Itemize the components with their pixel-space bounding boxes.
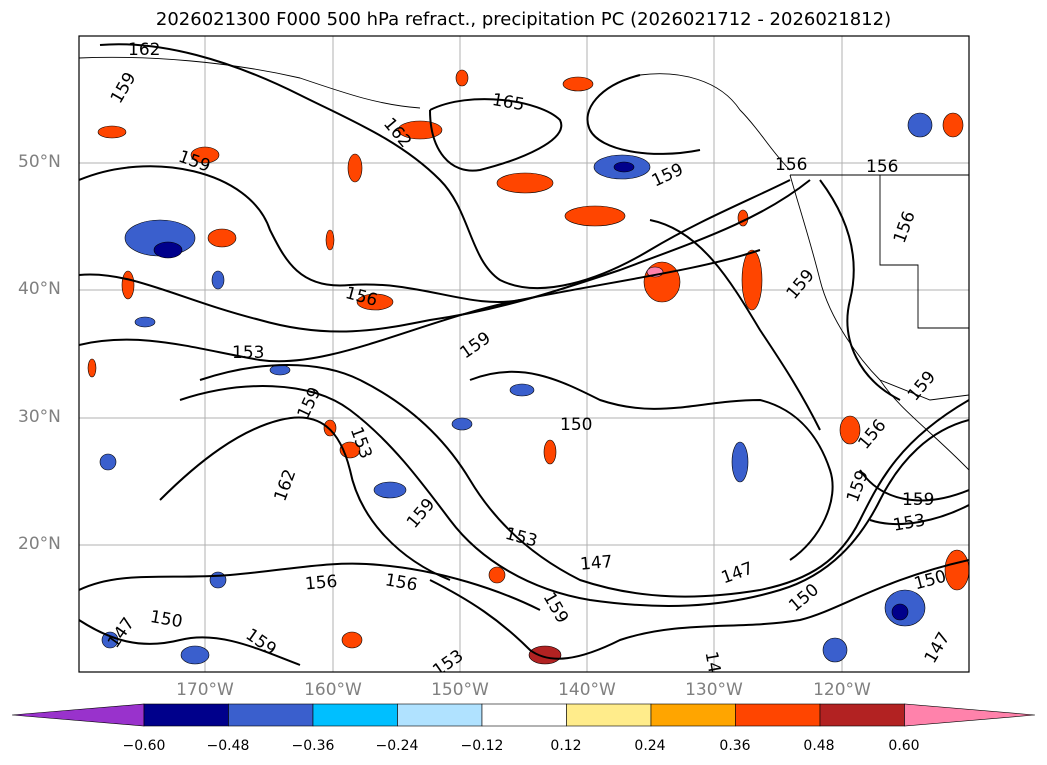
contour-label: 156 — [304, 572, 338, 595]
lon-label: 150°W — [431, 680, 489, 700]
colorbar-tick-label: −0.48 — [206, 738, 250, 754]
precip-blob — [528, 645, 562, 665]
contour-label: 162 — [128, 40, 160, 60]
lon-label: 120°W — [813, 680, 871, 700]
colorbar-tick-label: −0.60 — [122, 738, 166, 754]
precip-blob — [613, 161, 635, 173]
precip-blob — [731, 441, 749, 483]
lat-label: 50°N — [18, 152, 61, 172]
precip-blob — [347, 153, 363, 183]
colorbar-tick-label: −0.24 — [375, 738, 419, 754]
colorbar-segment — [650, 703, 736, 727]
colorbar-segment — [312, 703, 398, 727]
precip-blob — [97, 125, 127, 139]
precip-blob — [488, 566, 506, 584]
precip-blob — [373, 481, 407, 499]
precip-blob — [907, 112, 933, 138]
precip-blob — [211, 270, 225, 290]
colorbar-segment — [481, 703, 567, 727]
precip-blob — [356, 293, 394, 311]
precip-blob — [509, 383, 535, 397]
map-title: 2026021300 F000 500 hPa refract., precip… — [155, 9, 892, 30]
colorbar-segment — [228, 703, 314, 727]
precip-blob — [341, 631, 363, 649]
colorbar-segment — [566, 703, 652, 727]
precip-blob — [496, 172, 554, 194]
precip-blob — [190, 146, 220, 164]
precipitation-blobs — [87, 69, 969, 665]
precip-blob — [451, 417, 473, 431]
colorbar-tick-label: 0.60 — [888, 738, 920, 754]
precip-blob — [153, 241, 183, 259]
lon-label: 130°W — [685, 680, 743, 700]
precip-blob — [207, 228, 237, 248]
precip-blob — [180, 645, 210, 665]
contour-lines — [79, 43, 969, 666]
precip-blob — [99, 453, 117, 471]
lat-label: 40°N — [18, 279, 61, 299]
precip-blob — [134, 316, 156, 328]
precip-blob — [891, 603, 909, 621]
precip-blob — [87, 358, 97, 378]
lon-label: 160°W — [304, 680, 362, 700]
colorbar-tick-label: 0.48 — [803, 738, 835, 754]
precip-blob — [942, 112, 964, 138]
colorbar-tick-label: −0.36 — [291, 738, 335, 754]
precip-blob — [455, 69, 469, 87]
colorbar-extend-max — [904, 703, 1036, 727]
colorbar-segment — [735, 703, 821, 727]
lon-label: 140°W — [558, 680, 616, 700]
precip-blob — [741, 249, 763, 311]
precip-blob — [944, 549, 969, 591]
contour-label: 156 — [866, 157, 898, 177]
colorbar-segment — [397, 703, 483, 727]
precip-blob — [564, 205, 626, 227]
contour-label: 159 — [902, 490, 934, 510]
precip-blob — [839, 415, 861, 445]
colorbar-segment — [143, 703, 229, 727]
contour-label: 156 — [775, 155, 807, 175]
lat-label: 20°N — [18, 534, 61, 554]
contour-label: 153 — [232, 343, 264, 363]
precip-blob — [562, 76, 594, 92]
colorbar-tick-label: 0.24 — [634, 738, 666, 754]
contour-label: 147 — [579, 552, 613, 575]
contour-label: 14 — [701, 650, 724, 675]
colorbar-tick-label: 0.36 — [719, 738, 751, 754]
colorbar-extend-min — [11, 703, 145, 727]
precip-blob — [325, 229, 335, 251]
colorbar-tick-label: −0.12 — [460, 738, 504, 754]
colorbar-tick-label: 0.12 — [550, 738, 582, 754]
map-frame — [78, 35, 970, 673]
precip-blob — [822, 637, 848, 663]
lon-label: 170°W — [176, 680, 234, 700]
precip-blob — [543, 439, 557, 465]
contour-label: 150 — [560, 415, 592, 435]
lat-label: 30°N — [18, 407, 61, 427]
colorbar-segment — [819, 703, 905, 727]
